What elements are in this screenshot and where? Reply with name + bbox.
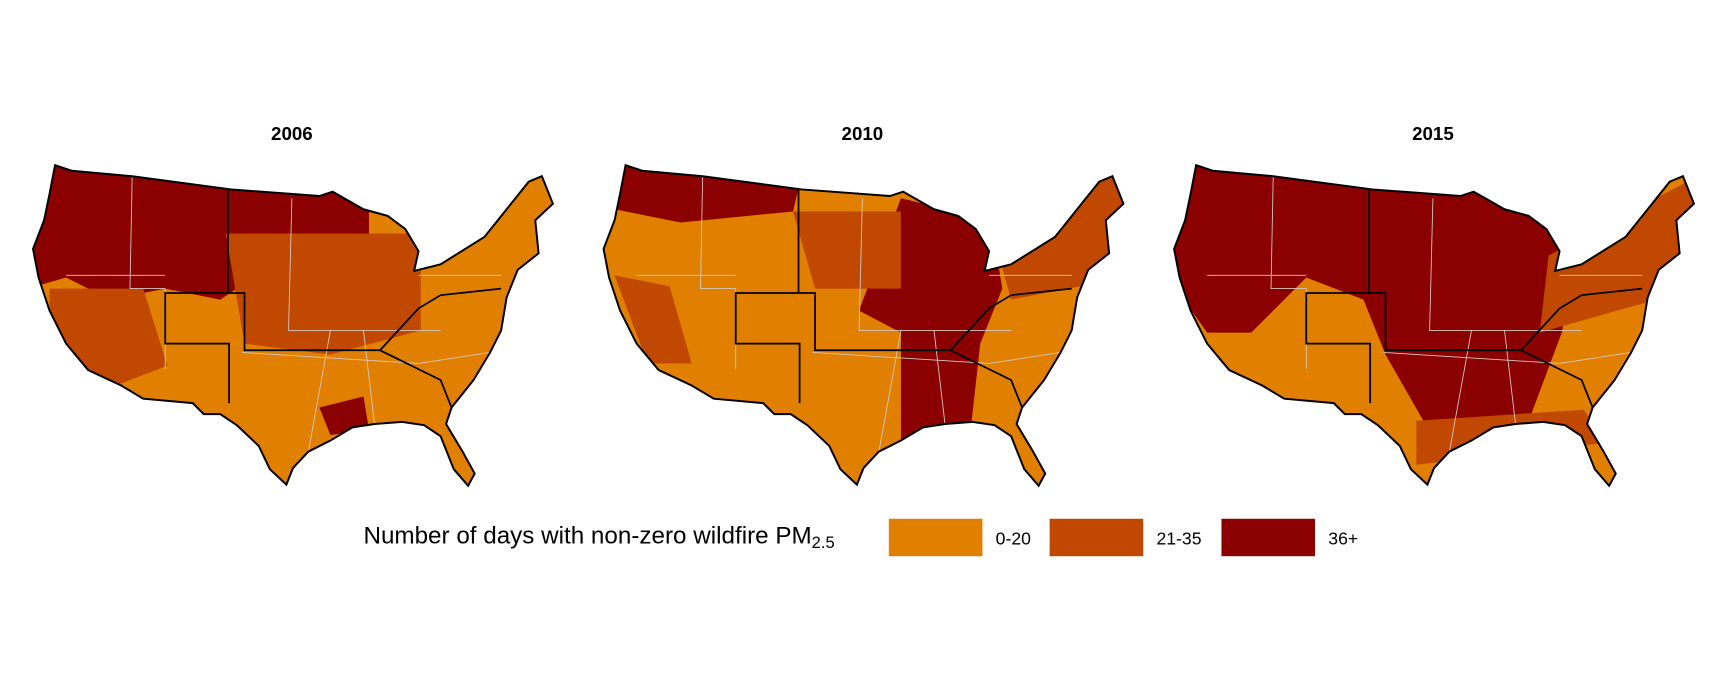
legend-title-main: Number of days with non-zero wildfire PM [363,523,811,550]
map-region [225,233,421,355]
legend-swatch [1049,518,1144,557]
panel-title: 2006 [271,123,313,144]
legend-label: 21-35 [1156,528,1201,548]
panel-title: 2010 [842,123,884,144]
map-region [614,275,692,364]
map-panel: 2010 [602,123,1125,487]
map-region [614,165,805,223]
map-regions [1174,165,1694,465]
state-line [1383,352,1632,364]
region-border [1520,349,1594,408]
legend: Number of days with non-zero wildfire PM… [363,518,1358,557]
state-line [129,176,166,290]
state-line [933,330,946,425]
state-line [1504,330,1516,425]
legend-swatch [1221,518,1316,557]
legend-label: 0-20 [996,528,1031,548]
map-region [319,396,369,436]
region-border [950,349,1023,408]
region-border [734,189,801,404]
state-line [288,198,441,331]
state-line [812,352,1061,364]
map-panel: 2006 [32,123,554,487]
panels: 2006 2010 2015 Number of days with non-zero… [32,123,1695,557]
legend-title: Number of days with non-zero wildfire PM… [363,523,834,553]
region-border [164,189,230,404]
panel-title: 2015 [1412,123,1454,144]
state-line [1270,176,1307,290]
region-border [1305,189,1372,404]
legend-swatch [888,518,983,557]
legend-label: 36+ [1328,528,1358,548]
state-line [363,330,375,425]
map-region [1539,176,1694,333]
legend-title-sub: 2.5 [812,533,835,552]
map-region [793,211,901,289]
region-border [379,349,453,408]
map-regions [614,165,1124,452]
state-line [858,198,1012,331]
state-line [1429,198,1582,331]
state-line [242,352,491,364]
state-line [700,176,736,290]
map-panel: 2015 [1173,123,1695,487]
